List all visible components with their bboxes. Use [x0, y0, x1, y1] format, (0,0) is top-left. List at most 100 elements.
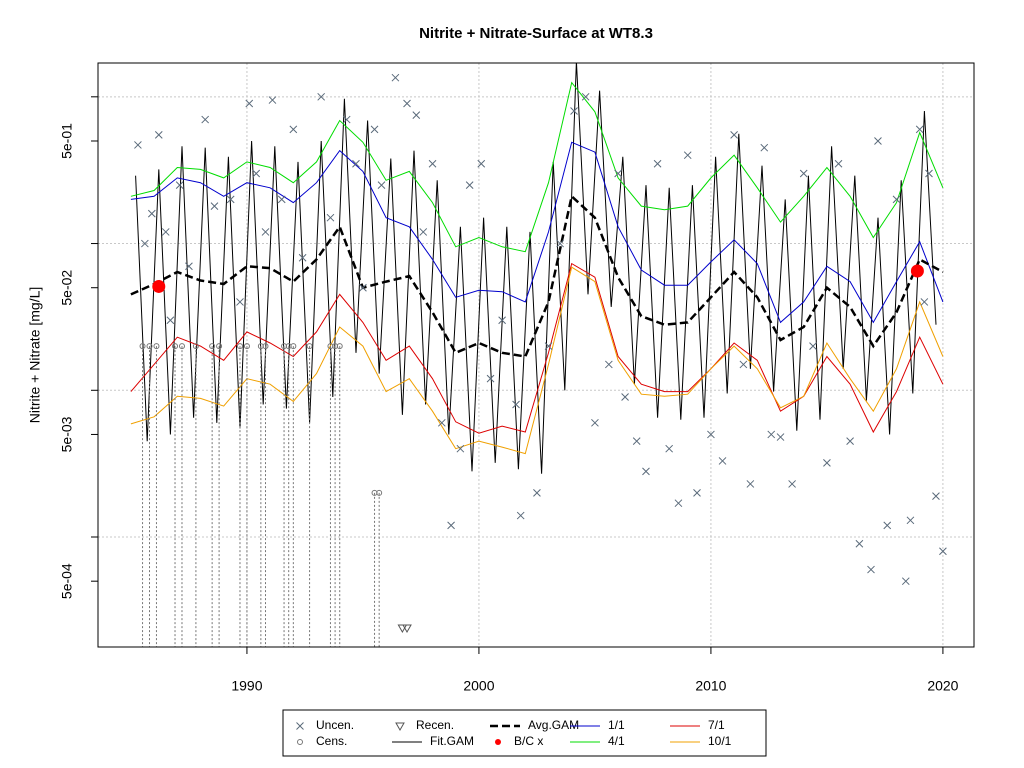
x-marker: [746, 480, 755, 488]
x-marker: [693, 488, 701, 497]
x-marker: [370, 125, 379, 134]
series-line: [130, 141, 944, 324]
series-line: [130, 193, 944, 358]
x-marker: [175, 181, 184, 190]
x-marker: [544, 342, 553, 350]
recensored-point: [402, 624, 412, 633]
censored-point: [178, 343, 185, 350]
x-marker: [486, 374, 495, 383]
x-marker: [498, 316, 506, 325]
x-marker: [236, 298, 244, 306]
x-marker: [604, 360, 613, 369]
legend-label: Uncen.: [316, 718, 354, 732]
series-line: [130, 266, 944, 455]
censored-point: [376, 489, 383, 496]
x-tick-label: 2010: [695, 678, 726, 694]
x-marker: [342, 115, 351, 124]
censored-point: [172, 343, 179, 350]
x-marker: [412, 111, 421, 120]
x-marker: [456, 444, 465, 453]
x-marker: [642, 467, 650, 476]
bc-point: [495, 739, 501, 745]
x-marker: [166, 316, 175, 325]
censored-point: [192, 343, 199, 350]
x-marker: [141, 239, 149, 248]
series-line: [130, 81, 944, 253]
y-tick-label: 5e-04: [59, 563, 75, 599]
recensored-point: [397, 624, 408, 633]
x-marker: [739, 360, 748, 369]
x-marker: [915, 125, 924, 134]
y-axis-label: Nitrite + Nitrate [mg/L]: [27, 287, 43, 424]
x-marker: [892, 195, 901, 204]
x-marker: [352, 159, 360, 168]
x-marker: [289, 125, 298, 134]
x-marker: [799, 169, 808, 178]
x-tick-label: 2000: [463, 678, 494, 694]
x-marker: [653, 159, 662, 168]
censored-point: [262, 343, 269, 350]
censored-point: [336, 343, 343, 350]
x-marker: [261, 228, 270, 236]
x-marker: [185, 262, 193, 271]
x-marker: [834, 159, 843, 168]
x-marker: [621, 393, 629, 401]
plot-area: [130, 63, 947, 647]
x-marker: [428, 159, 437, 168]
censored-point: [139, 343, 146, 350]
censored-point: [153, 343, 160, 350]
x-marker: [570, 107, 578, 115]
x-marker: [788, 480, 796, 488]
x-marker: [939, 547, 947, 556]
legend-box: [282, 709, 767, 757]
x-marker: [226, 195, 235, 204]
legend-label: Recen.: [416, 718, 454, 732]
x-marker: [556, 239, 564, 248]
x-marker: [767, 430, 776, 439]
x-marker: [516, 511, 525, 520]
x-marker: [477, 159, 486, 168]
censored-point: [290, 343, 297, 350]
censored-point: [146, 343, 153, 350]
x-marker: [776, 433, 785, 441]
x-marker: [465, 181, 474, 190]
x-marker: [147, 209, 156, 218]
censored-point: [243, 343, 250, 350]
x-marker: [277, 195, 286, 204]
x-marker: [632, 437, 641, 446]
chart-title: Nitrite + Nitrate-Surface at WT8.3: [419, 25, 653, 42]
x-marker: [674, 499, 683, 508]
x-marker: [581, 92, 590, 101]
x-marker: [533, 488, 541, 497]
x-marker: [883, 521, 892, 530]
x-marker: [730, 131, 738, 139]
x-marker: [823, 459, 831, 467]
x-marker: [855, 539, 864, 548]
x-marker: [447, 521, 455, 530]
x-marker: [252, 169, 261, 178]
censored-point: [236, 343, 243, 350]
censored-point: [216, 343, 223, 350]
x-marker: [419, 228, 428, 236]
x-marker: [317, 92, 326, 101]
x-marker: [377, 181, 386, 190]
legend-label: 1/1: [608, 718, 625, 732]
bc-point: [910, 264, 924, 278]
x-marker: [932, 492, 940, 500]
legend-label: Cens.: [316, 734, 347, 748]
x-marker: [296, 722, 304, 730]
y-tick-label: 5e-03: [59, 416, 75, 452]
x-marker: [901, 577, 910, 586]
censored-point: [209, 343, 216, 350]
x-marker: [210, 202, 219, 210]
x-marker: [359, 283, 367, 292]
x-marker: [760, 143, 769, 152]
x-marker: [920, 298, 929, 306]
x-marker: [512, 400, 520, 409]
x-marker: [867, 565, 875, 574]
x-marker: [906, 516, 915, 525]
x-marker: [718, 457, 727, 465]
x-marker: [326, 213, 335, 222]
